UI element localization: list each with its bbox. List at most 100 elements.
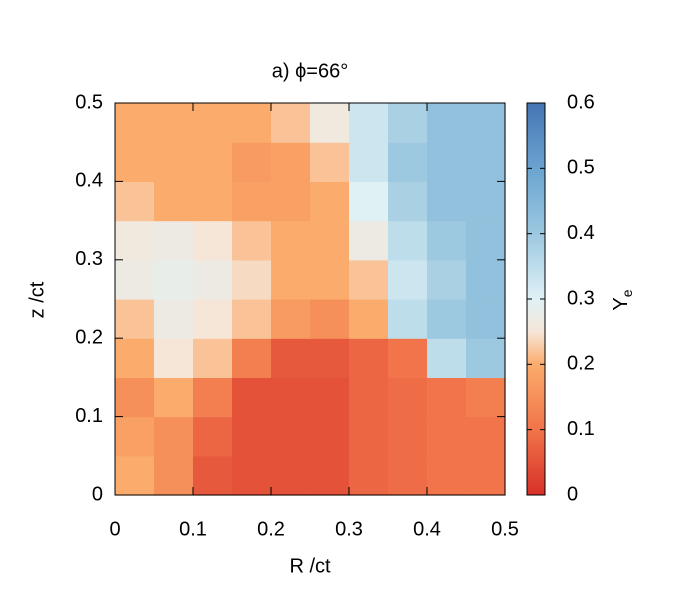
heatmap-cell	[388, 181, 428, 222]
colorbar-label-main: Y	[610, 297, 632, 310]
heatmap-cell	[271, 455, 311, 496]
x-tick-label: 0.5	[491, 518, 519, 540]
heatmap-cell	[154, 455, 194, 496]
heatmap-cell	[271, 259, 311, 300]
colorbar-tick-label: 0.1	[567, 418, 595, 440]
heatmap-cell	[271, 103, 311, 143]
heatmap-cell	[193, 416, 233, 457]
heatmap-cell	[232, 181, 272, 222]
heatmap-cell	[427, 259, 467, 300]
heatmap-cell	[115, 103, 155, 143]
heatmap-cell	[349, 259, 389, 300]
heatmap-cell	[349, 142, 389, 182]
heatmap-cell	[310, 377, 350, 418]
heatmap-cell	[466, 299, 506, 339]
colorbar-tick-label: 0.6	[567, 91, 595, 113]
heatmap-cell	[388, 416, 428, 457]
heatmap-cell	[154, 103, 194, 143]
heatmap-cell	[115, 377, 155, 418]
heatmap-cell	[232, 299, 272, 339]
heatmap-cell	[388, 142, 428, 182]
heatmap-cell	[466, 338, 506, 378]
heatmap-cell	[193, 142, 233, 182]
heatmap-cell	[349, 103, 389, 143]
colorbar-tick-label: 0.2	[567, 353, 595, 375]
heatmap-cell	[388, 220, 428, 261]
heatmap-cell	[154, 142, 194, 182]
heatmap-cell	[193, 181, 233, 222]
heatmap-cell	[427, 181, 467, 222]
heatmap-cell	[466, 377, 506, 418]
heatmap-cell	[310, 103, 350, 143]
y-tick-label: 0.3	[75, 248, 103, 270]
heatmap-cell	[232, 142, 272, 182]
heatmap-cell	[310, 338, 350, 378]
heatmap-cell	[310, 455, 350, 496]
heatmap-cell	[310, 142, 350, 182]
heatmap-cell	[310, 299, 350, 339]
heatmap-cell	[466, 455, 506, 496]
chart-title: a) ϕ=66°	[272, 60, 348, 82]
heatmap-cell	[154, 181, 194, 222]
x-tick-label: 0.2	[257, 518, 285, 540]
colorbar-label-sub: e	[619, 289, 635, 297]
y-tick-label: 0.4	[75, 170, 103, 192]
heatmap-cell	[154, 259, 194, 300]
heatmap-cell	[349, 377, 389, 418]
heatmap-cell	[232, 220, 272, 261]
colorbar-tick-label: 0.5	[567, 157, 595, 179]
plot-frame	[114, 102, 506, 496]
heatmap-cell	[115, 259, 155, 300]
heatmap-cell	[349, 416, 389, 457]
heatmap-cell	[466, 416, 506, 457]
heatmap-cell	[193, 103, 233, 143]
heatmap-cell	[427, 142, 467, 182]
heatmap-cell	[115, 338, 155, 378]
heatmap-cell	[388, 299, 428, 339]
x-tick-label: 0.3	[335, 518, 363, 540]
heatmap-cell	[271, 220, 311, 261]
heatmap-cell	[154, 416, 194, 457]
heatmap-cell	[310, 416, 350, 457]
heatmap-cell	[310, 220, 350, 261]
heatmap-cell	[232, 416, 272, 457]
heatmap-cell	[232, 103, 272, 143]
heatmap-cell	[271, 338, 311, 378]
colorbar-tick-label: 0.3	[567, 287, 595, 309]
heatmap-cell	[193, 259, 233, 300]
heatmap-cell	[193, 455, 233, 496]
heatmap-cell	[310, 181, 350, 222]
heatmap-cell	[349, 455, 389, 496]
heatmap-cell	[466, 181, 506, 222]
heatmap-cell	[427, 416, 467, 457]
heatmap-cell	[193, 220, 233, 261]
heatmap-cell	[154, 377, 194, 418]
heatmap-cell	[427, 299, 467, 339]
y-tick-label: 0.5	[75, 91, 103, 113]
heatmap-cell	[193, 338, 233, 378]
x-tick-label: 0.1	[179, 518, 207, 540]
heatmap-cell	[232, 455, 272, 496]
x-axis-label: R /ct	[289, 555, 331, 577]
heatmap-cell	[466, 103, 506, 143]
heatmap-cell	[388, 455, 428, 496]
colorbar-tick-label: 0	[567, 483, 578, 505]
y-axis-label: z /ct	[26, 281, 48, 318]
heatmap-cell	[349, 299, 389, 339]
heatmap-cell	[271, 416, 311, 457]
heatmap-cell	[388, 377, 428, 418]
heatmap-cell	[115, 416, 155, 457]
heatmap-cell	[271, 142, 311, 182]
heatmap-cell	[310, 259, 350, 300]
heatmap-cell	[427, 338, 467, 378]
heatmap-cell	[115, 299, 155, 339]
heatmap-cell	[115, 181, 155, 222]
heatmap-cell	[154, 220, 194, 261]
y-tick-label: 0	[92, 483, 103, 505]
heatmap-cell	[466, 142, 506, 182]
heatmap-cell	[193, 377, 233, 418]
heatmap-cell	[349, 338, 389, 378]
heatmap-cell	[466, 220, 506, 261]
heatmap-cell	[427, 377, 467, 418]
